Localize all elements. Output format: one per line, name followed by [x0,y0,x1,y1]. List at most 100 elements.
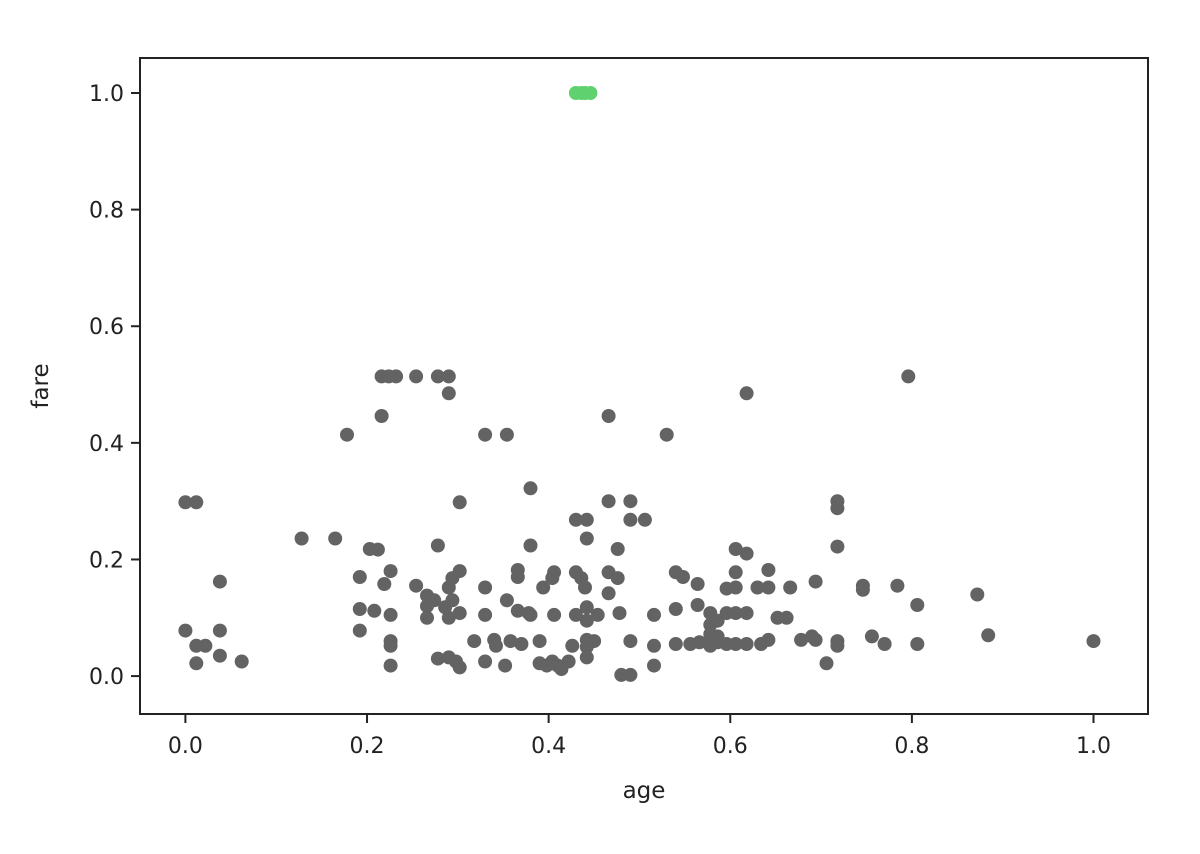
data-point [579,531,594,546]
y-tick-label: 0.8 [89,199,124,224]
y-tick-label: 0.4 [89,432,124,457]
data-point [430,369,445,384]
data-point [690,598,705,612]
plot-frame [139,57,1149,715]
x-tick-label: 0.8 [894,734,929,759]
y-axis-label: fare [28,363,54,408]
data-point [668,602,683,616]
data-point [367,603,382,618]
data-point [855,582,870,597]
data-point [377,577,392,591]
data-point [808,632,823,647]
data-point [728,542,743,556]
data-point [430,651,445,666]
data-point [901,369,916,384]
data-point [579,650,594,665]
data-point [178,623,193,638]
data-point [510,570,525,584]
data-point [830,638,845,653]
data-point [578,580,592,595]
data-point [561,654,576,669]
data-point [489,638,503,653]
data-point [601,409,616,423]
data-point [441,369,456,384]
data-point [819,656,834,671]
data-point [445,593,460,608]
data-point [692,635,707,650]
data-point [198,638,213,653]
data-point [761,580,776,595]
data-point [523,607,538,622]
data-point [499,427,514,442]
data-point [478,607,493,622]
data-point [212,648,227,663]
data-point [427,593,442,608]
data-point [728,580,743,595]
data-point [761,632,776,647]
data-point [510,603,525,618]
data-point [579,613,594,628]
data-point [565,638,580,653]
data-point [623,494,638,509]
data-point [647,638,661,653]
data-point [430,538,445,553]
x-tick-label: 0.0 [168,734,203,759]
data-point [547,565,562,580]
data-point [783,580,798,595]
data-point [750,580,765,595]
data-point [890,578,905,593]
data-point [178,495,193,510]
data-point [779,610,794,625]
data-point [467,634,482,649]
x-axis: 0.0 0.2 0.4 0.6 0.8 1.0 [168,714,1111,759]
data-point [910,598,925,612]
data-point [441,386,456,401]
y-tick-label: 1.0 [89,82,124,107]
data-point [623,634,638,649]
data-point [970,587,985,602]
data-point [910,637,925,651]
data-point [590,607,605,622]
y-axis: 0.0 0.2 0.4 0.6 0.8 1.0 [89,82,140,690]
data-point [568,512,583,527]
data-point [420,610,434,625]
data-point [503,634,518,649]
data-point [610,571,625,586]
data-point [877,637,892,651]
data-point [610,542,625,556]
x-tick-label: 0.4 [531,734,566,759]
data-point [352,623,367,638]
data-point [601,494,616,509]
data-point [1086,634,1101,649]
data-point [830,501,845,516]
data-point [623,512,638,527]
data-point [981,628,996,643]
data-point [212,574,227,589]
data-point [647,607,661,622]
data-point [383,607,398,622]
data-point [579,512,594,527]
data-point [383,564,398,579]
data-point [690,577,705,591]
data-point [659,427,674,442]
x-axis-label: age [623,778,666,804]
data-point [383,658,398,673]
data-point [728,565,743,580]
data-point [523,481,538,496]
x-tick-label: 1.0 [1076,734,1111,759]
data-point [647,658,661,673]
data-point [739,637,754,651]
x-tick-label: 0.6 [713,734,748,759]
data-point [409,578,424,593]
data-point [352,602,367,616]
data-point [623,667,638,682]
data-point [864,629,879,644]
data-point [234,654,249,669]
data-point [189,495,204,510]
data-point [452,660,467,675]
data-point [514,637,529,651]
x-tick-label: 0.2 [350,734,385,759]
data-point [441,610,456,625]
data-point [739,546,754,561]
data-point [728,606,743,621]
